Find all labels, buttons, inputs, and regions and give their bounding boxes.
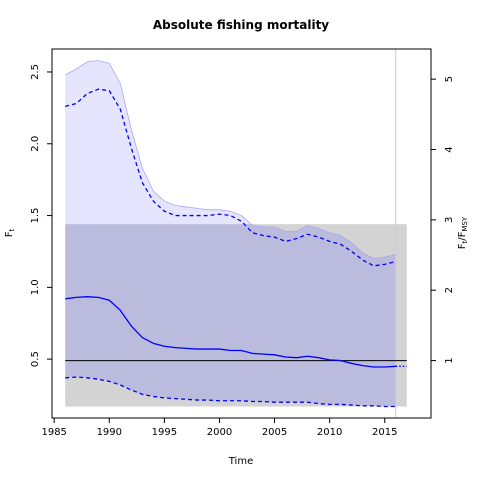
y-axis-title-main: F <box>4 231 15 237</box>
x-axis-title: Time <box>228 456 253 467</box>
x-tick-label-2000: 2000 <box>207 427 232 438</box>
plot-area <box>65 49 407 418</box>
x-tick-label-1995: 1995 <box>152 427 177 438</box>
right-tick-label-2: 2 <box>444 287 455 293</box>
right-axis-title-den: F <box>457 231 468 237</box>
y-tick-label-1: 1.0 <box>30 279 41 295</box>
x-tick-label-1990: 1990 <box>97 427 122 438</box>
axes: 1985 1990 1995 2000 2005 2010 2015 0.5 1.0 1.5 2.0… <box>30 48 455 438</box>
chart-title: Absolute fishing mortality <box>153 18 329 32</box>
right-tick-label-1: 1 <box>444 357 455 363</box>
envelope-upper-edge <box>65 60 396 260</box>
x-tick-label-1985: 1985 <box>41 427 66 438</box>
plot-frame <box>51 48 432 419</box>
right-tick-label-3: 3 <box>444 217 455 223</box>
right-axis-title-den-subscript: MSY <box>461 216 469 231</box>
right-tick-label-4: 4 <box>444 146 455 152</box>
series-median <box>65 296 396 368</box>
plot-content <box>65 49 407 418</box>
y-axis-title-subscript: t <box>8 228 16 231</box>
envelope-band-overlap <box>65 224 396 407</box>
y-axis-title: Ft <box>4 228 16 237</box>
series-upper-ci <box>65 88 396 267</box>
right-axis-title-num-subscript: t <box>461 240 469 243</box>
y-tick-label-0: 0.5 <box>30 351 41 367</box>
right-axis-title: Ft/FMSY <box>457 216 469 249</box>
y-tick-label-4: 2.5 <box>30 64 41 80</box>
x-tick-label-2005: 2005 <box>262 427 287 438</box>
y-tick-label-2: 1.5 <box>30 208 41 224</box>
right-tick-label-5: 5 <box>444 76 455 82</box>
x-tick-label-2015: 2015 <box>372 427 397 438</box>
series-lower-ci <box>65 376 396 408</box>
right-axis-title-num: F <box>457 243 468 249</box>
y-tick-label-3: 2.0 <box>30 136 41 152</box>
x-tick-label-2010: 2010 <box>317 427 342 438</box>
right-axis-title-slash: / <box>457 237 468 241</box>
